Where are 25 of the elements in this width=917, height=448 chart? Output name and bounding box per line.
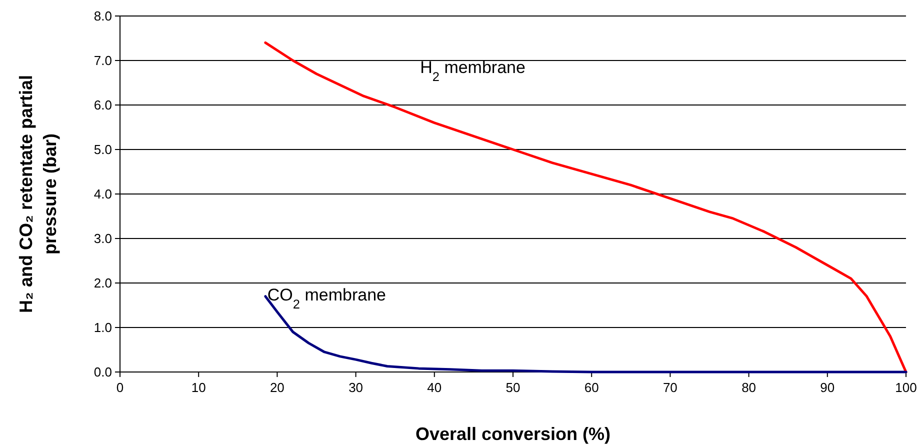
x-tick-label: 70	[662, 380, 678, 395]
x-tick-label: 10	[191, 380, 206, 395]
y-tick-label: 3.0	[94, 231, 112, 246]
x-tick-label: 100	[895, 380, 917, 395]
line-series	[264, 41, 908, 374]
x-tick-label: 0	[116, 380, 124, 395]
y-axis-title: H₂ and CO₂ retentate partial pressure (bar)	[16, 74, 60, 314]
y-tick-label: 7.0	[94, 53, 112, 68]
y-tick-label: 2.0	[94, 276, 112, 291]
series-label: H$_{2}$ membrane	[420, 58, 526, 84]
y-tick-label: 8.0	[94, 8, 112, 24]
y-tick-label: 0.0	[94, 364, 112, 380]
x-tick-label: 50	[506, 380, 520, 395]
y-tick-label: 5.0	[94, 142, 112, 158]
x-tick-label: 80	[742, 380, 756, 395]
x-axis-title: Overall conversion (%)	[415, 424, 611, 444]
series-label: CO$_{2}$ membrane	[267, 285, 386, 311]
y-tick-label: 4.0	[94, 186, 112, 202]
x-tick-label: 30	[348, 380, 364, 395]
x-tick-label: 60	[584, 380, 599, 395]
y-tick-label: 6.0	[94, 98, 112, 113]
x-tick-label: 90	[820, 380, 835, 395]
x-tick-label: 20	[270, 380, 284, 395]
x-tick-label: 40	[427, 380, 442, 395]
y-tick-label: 1.0	[94, 320, 112, 336]
